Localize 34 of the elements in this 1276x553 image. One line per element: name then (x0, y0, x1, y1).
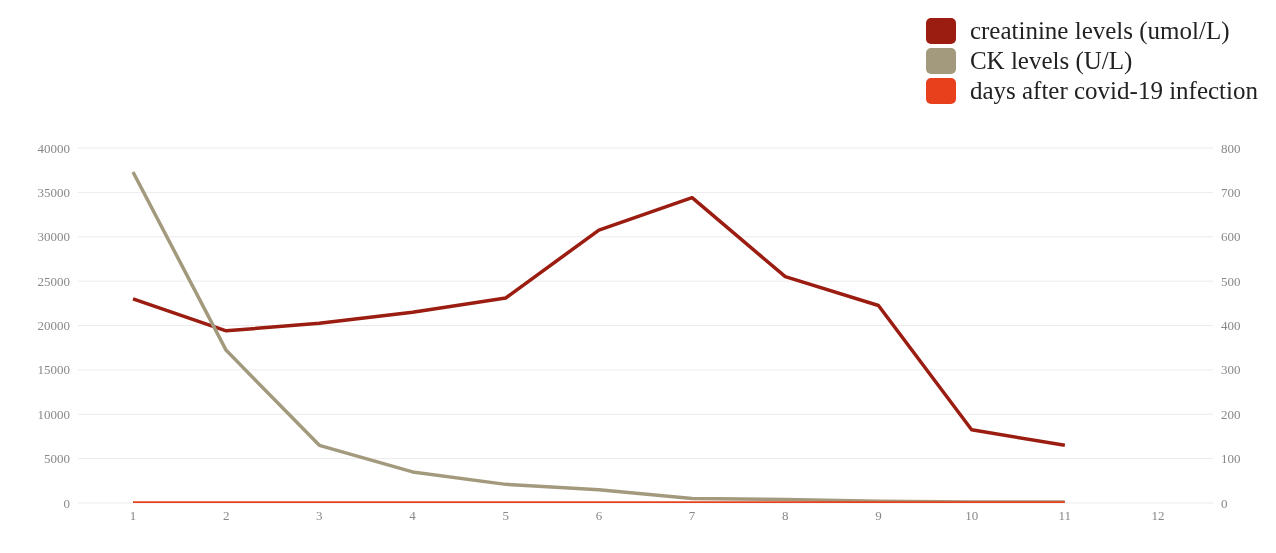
y-tick-label: 35000 (37, 184, 70, 200)
x-tick-label: 7 (688, 508, 696, 524)
y-tick-label: 40000 (37, 140, 70, 156)
x-tick-label: 5 (502, 508, 509, 524)
legend-label: creatinine levels (umol/L) (969, 17, 1231, 45)
y2-tick-label: 300 (1221, 362, 1241, 378)
x-tick-label: 9 (875, 508, 882, 524)
x-tick-label: 11 (1058, 508, 1072, 524)
x-tick-label: 12 (1151, 508, 1165, 524)
y-tick-label: 30000 (37, 229, 70, 245)
y-tick-label: 15000 (37, 362, 70, 378)
legend-label: CK levels (U/L) (969, 47, 1134, 75)
y2-tick-label: 500 (1221, 273, 1241, 289)
y2-tick-label: 0 (1221, 495, 1228, 511)
x-tick-label: 3 (316, 508, 323, 524)
x-tick-label: 1 (129, 508, 137, 524)
y-tick-label: 20000 (37, 318, 70, 334)
y-tick-label: 25000 (37, 273, 70, 289)
x-tick-label: 4 (409, 508, 417, 524)
y2-tick-label: 200 (1221, 406, 1241, 422)
legend-label: days after covid-19 infection (969, 77, 1258, 105)
x-tick-label: 2 (222, 508, 230, 524)
y2-tick-label: 800 (1221, 140, 1241, 156)
x-tick-label: 6 (595, 508, 603, 524)
y2-tick-label: 600 (1221, 229, 1241, 245)
y2-tick-label: 400 (1221, 318, 1241, 334)
y-tick-label: 0 (63, 495, 70, 511)
x-tick-label: 10 (965, 508, 979, 524)
y-tick-label: 10000 (37, 406, 70, 422)
y-tick-label: 5000 (44, 451, 70, 467)
x-tick-label: 8 (782, 508, 789, 524)
y2-tick-label: 100 (1221, 451, 1241, 467)
y2-tick-label: 700 (1221, 184, 1241, 200)
line-series (131, 195, 1067, 448)
